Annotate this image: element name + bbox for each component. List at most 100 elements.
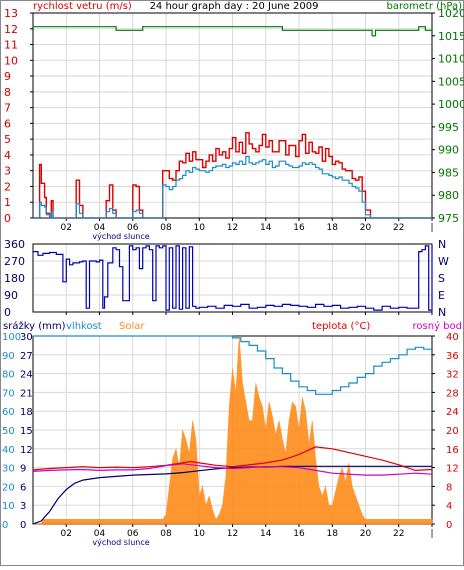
solar-series-area xyxy=(33,335,433,525)
humidity-ytick-label: 20 xyxy=(2,482,15,493)
pressure-ytick-label: 1005 xyxy=(438,75,464,88)
sunrise-label-bottom: východ slunce xyxy=(92,538,149,547)
wind-ytick-label: 4 xyxy=(4,149,11,162)
rain-axis-title: srážky (mm) xyxy=(3,320,66,332)
rain-ytick-label: 3 xyxy=(20,501,26,512)
humidity-ytick-label: 50 xyxy=(2,426,15,437)
pressure-ytick-label: 990 xyxy=(438,144,459,157)
p3-xtick-label: 04 xyxy=(94,529,106,539)
rain-ytick-label: 24 xyxy=(20,370,33,381)
pressure-ytick-label: 980 xyxy=(438,189,459,202)
temperature-ytick-label: 0 xyxy=(446,520,452,531)
wind-ytick-label: 10 xyxy=(4,54,18,67)
temperature-ytick-label: 24 xyxy=(446,407,459,418)
wind-ytick-label: 1 xyxy=(4,196,11,209)
p3-xtick-label: 18 xyxy=(327,529,339,539)
p1-xtick-label: 20 xyxy=(360,223,372,233)
compass-ytick-label: S xyxy=(438,272,445,285)
compass-ytick-label: N xyxy=(438,238,446,251)
pressure-ytick-label: 1010 xyxy=(438,53,464,66)
rain-ytick-label: 21 xyxy=(20,388,33,399)
p1-xtick-label: 12 xyxy=(227,223,238,233)
wind-ytick-label: 9 xyxy=(4,70,11,83)
humidity-ytick-label: 90 xyxy=(2,351,15,362)
temperature-ytick-label: 40 xyxy=(446,332,459,343)
humidity-ytick-label: 10 xyxy=(2,501,15,512)
p1-xtick-label: 22 xyxy=(393,223,404,233)
rain-ytick-label: 0 xyxy=(20,520,26,531)
humidity-ytick-label: 40 xyxy=(2,445,15,456)
humidity-ytick-label: 80 xyxy=(2,370,15,381)
p1-xtick-label: 16 xyxy=(293,223,305,233)
p3-xtick-label: 16 xyxy=(293,529,305,539)
p1-xtick-label: 18 xyxy=(327,223,339,233)
temperature-humidity-solar-chart: 0369121518212427300102030405060708090100… xyxy=(2,332,459,539)
temperature-ytick-label: 12 xyxy=(446,464,459,475)
temperature-ytick-label: 16 xyxy=(446,445,459,456)
rain-ytick-label: 9 xyxy=(20,464,26,475)
rain-ytick-label: 6 xyxy=(20,482,26,493)
p3-xtick-label: 12 xyxy=(227,529,238,539)
barometer-axis-title: barometr (hPa) xyxy=(387,1,463,12)
direction-ytick-label: 270 xyxy=(4,255,25,268)
wind-ytick-label: 7 xyxy=(4,102,11,115)
pressure-ytick-label: 985 xyxy=(438,166,459,179)
wind-ytick-label: 6 xyxy=(4,117,11,130)
wind-ytick-label: 3 xyxy=(4,165,11,178)
rain-ytick-label: 30 xyxy=(20,332,33,343)
temperature-ytick-label: 28 xyxy=(446,388,459,399)
legend-temperature: teplota (°C) xyxy=(312,321,370,332)
rain-ytick-label: 15 xyxy=(20,426,33,437)
p3-xtick-label: 14 xyxy=(260,529,272,539)
pressure-ytick-label: 1000 xyxy=(438,98,464,111)
temperature-ytick-label: 4 xyxy=(446,501,452,512)
legend-dewpoint: rosný bod xyxy=(413,320,462,332)
compass-ytick-label: N xyxy=(438,306,446,319)
wind-series-line xyxy=(33,155,432,219)
pressure-ytick-label: 1015 xyxy=(438,30,464,43)
wind-ytick-label: 12 xyxy=(4,23,18,36)
wind-ytick-label: 13 xyxy=(4,7,18,20)
direction-series-line xyxy=(33,245,433,311)
p1-xtick-label: 02 xyxy=(61,223,72,233)
direction-ytick-label: 180 xyxy=(4,272,25,285)
temperature-ytick-label: 20 xyxy=(446,426,459,437)
chart-title: 24 hour graph day : 20 June 2009 xyxy=(150,1,319,12)
pressure-ytick-label: 975 xyxy=(438,212,459,225)
temperature-ytick-label: 32 xyxy=(446,370,459,381)
humidity-ytick-label: 60 xyxy=(2,407,15,418)
rain-ytick-label: 18 xyxy=(20,407,33,418)
pressure-ytick-label: 995 xyxy=(438,121,459,134)
direction-ytick-label: 0 xyxy=(4,306,11,319)
compass-ytick-label: E xyxy=(438,289,445,302)
p1-xtick-label: 14 xyxy=(260,223,272,233)
p3-xtick-label: | xyxy=(430,529,433,539)
wind-axis-title: rychlost vetru (m/s) xyxy=(33,1,132,12)
p3-xtick-label: 08 xyxy=(160,529,172,539)
p1-xtick-label: | xyxy=(430,223,433,233)
gust-series-line xyxy=(33,132,432,219)
p1-xtick-label: 10 xyxy=(194,223,206,233)
p3-xtick-label: 22 xyxy=(393,529,404,539)
p3-xtick-label: 10 xyxy=(194,529,206,539)
direction-ytick-label: 360 xyxy=(4,238,25,251)
humidity-ytick-label: 0 xyxy=(2,520,8,531)
wind-pressure-chart: 0123456789101112139759809859909951000100… xyxy=(4,7,464,233)
humidity-ytick-label: 30 xyxy=(2,464,15,475)
p3-xtick-label: 02 xyxy=(61,529,72,539)
direction-ytick-label: 90 xyxy=(4,289,18,302)
pressure-series-line xyxy=(33,26,432,37)
legend-humidity: vlhkost xyxy=(66,321,102,332)
wind-ytick-label: 2 xyxy=(4,180,11,193)
humidity-ytick-label: 100 xyxy=(2,332,21,343)
wind-ytick-label: 5 xyxy=(4,133,11,146)
rain-series-line xyxy=(32,465,432,525)
sunrise-label-top: východ slunce xyxy=(92,232,149,241)
legend-solar: Solar xyxy=(119,321,145,332)
dewpoint-series-line xyxy=(32,463,433,476)
temperature-series-line xyxy=(32,446,433,472)
p1-xtick-label: 04 xyxy=(94,223,106,233)
p1-xtick-label: 08 xyxy=(160,223,172,233)
